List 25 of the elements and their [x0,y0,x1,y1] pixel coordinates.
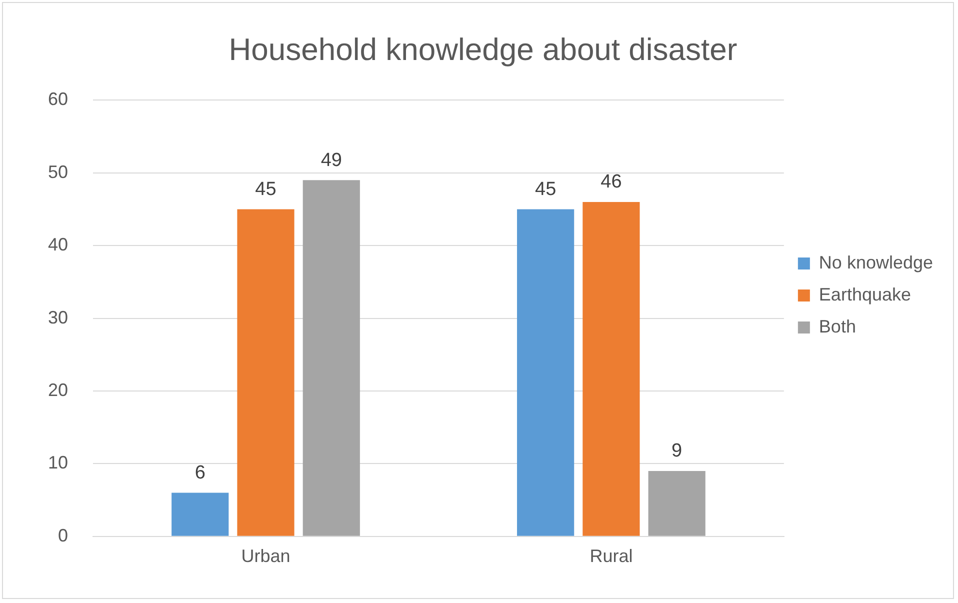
bar [582,202,640,536]
bar [237,209,294,536]
bar [172,492,229,536]
y-tick-label: 40 [48,234,68,255]
legend-label: Earthquake [818,284,912,304]
legend-label: No knowledge [818,252,934,272]
data-label: 46 [600,172,622,193]
x-tick-label: Rural [590,546,633,566]
y-tick-label: 10 [48,452,68,473]
data-label: 49 [320,150,342,171]
chart-title: Household knowledge about disaster [228,32,738,68]
y-tick-label: 60 [48,89,68,110]
data-label: 9 [672,440,682,462]
y-tick-label: 20 [48,380,68,400]
legend-label: Both [818,316,856,336]
bar [517,209,574,536]
y-tick-label: 0 [58,525,68,546]
data-label: 45 [255,178,276,200]
bar [648,470,706,536]
bar [302,180,360,536]
y-tick-label: 50 [48,162,68,182]
x-tick-label: Urban [241,546,290,566]
data-label: 6 [194,462,206,484]
data-label: 45 [534,178,556,200]
y-tick-label: 30 [48,307,68,328]
